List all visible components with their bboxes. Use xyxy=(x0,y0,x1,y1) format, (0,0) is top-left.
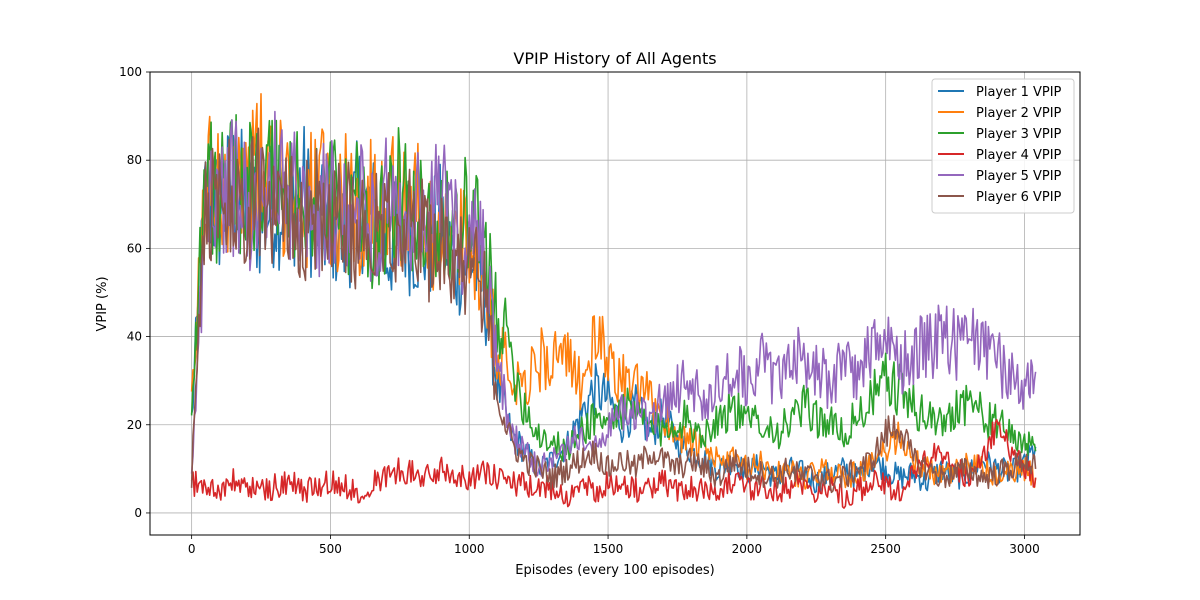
legend-label-1: Player 1 VPIP xyxy=(976,85,1062,100)
y-tick-label: 20 xyxy=(127,418,142,432)
legend-box xyxy=(931,78,1075,214)
plot-frame xyxy=(149,71,1081,536)
x-tick-label: 1000 xyxy=(454,542,485,556)
legend-label-3: Player 3 VPIP xyxy=(976,127,1062,142)
x-axis-label: Episodes (every 100 episodes) xyxy=(515,563,715,578)
legend-label-6: Player 6 VPIP xyxy=(976,190,1062,205)
legend-label-5: Player 5 VPIP xyxy=(976,169,1062,184)
x-tick-label: 1500 xyxy=(593,542,624,556)
series-line-5 xyxy=(190,110,1037,477)
axis-ticks: 0 500 1000 1500 2000 2500 3000 0 20 40 60 80 100 xyxy=(119,65,1040,556)
legend-label-4: Player 4 VPIP xyxy=(976,148,1062,163)
y-tick-label: 40 xyxy=(127,330,142,344)
y-tick-label: 60 xyxy=(127,241,142,255)
y-tick-label: 100 xyxy=(119,65,142,79)
x-tick-label: 500 xyxy=(319,542,342,556)
legend: Player 1 VPIP Player 2 VPIP Player 3 VPIP P… xyxy=(931,78,1075,214)
y-tick-label: 0 xyxy=(134,506,142,520)
x-tick-label: 2000 xyxy=(732,542,763,556)
legend-label-2: Player 2 VPIP xyxy=(976,106,1062,121)
series-lines xyxy=(190,93,1037,509)
x-tick-label: 3000 xyxy=(1009,542,1040,556)
y-tick-label: 80 xyxy=(127,153,142,167)
series-line-6 xyxy=(190,127,1037,494)
chart-title: VPIP History of All Agents xyxy=(513,49,716,68)
series-line-2 xyxy=(190,93,1037,490)
x-tick-label: 0 xyxy=(188,542,196,556)
x-tick-label: 2500 xyxy=(870,542,901,556)
y-axis-label: VPIP (%) xyxy=(95,276,110,331)
series-line-4 xyxy=(190,418,1037,509)
